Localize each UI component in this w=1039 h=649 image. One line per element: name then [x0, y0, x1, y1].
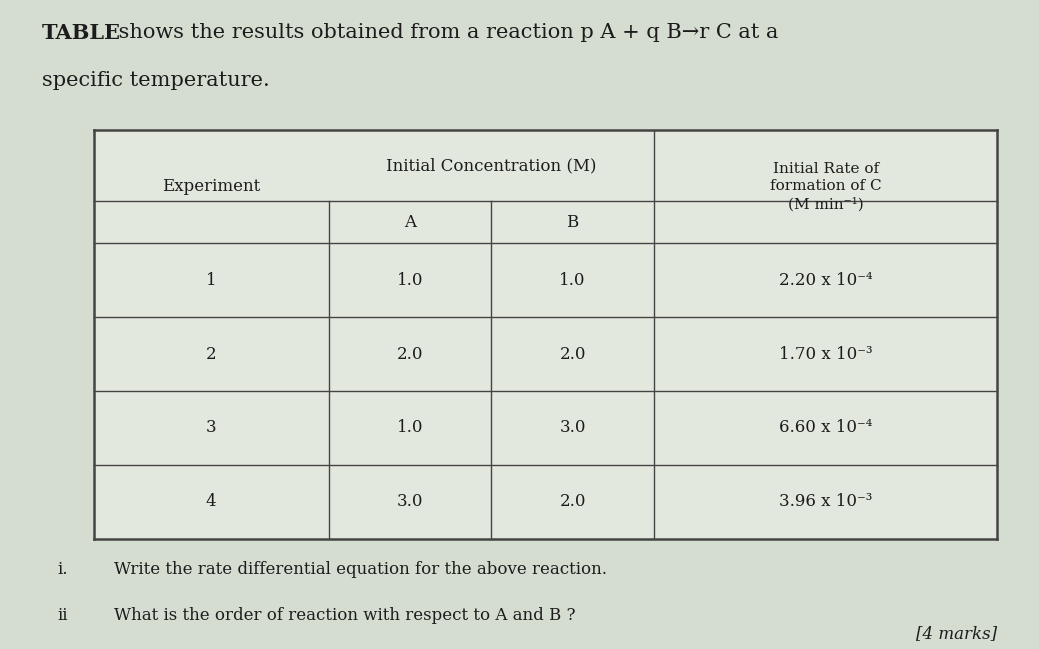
Text: 1.0: 1.0 [397, 419, 423, 436]
Text: 2.0: 2.0 [397, 346, 423, 363]
Text: Initial Concentration (M): Initial Concentration (M) [387, 157, 596, 174]
Text: 2: 2 [206, 346, 216, 363]
Text: What is the order of reaction with respect to A and B ?: What is the order of reaction with respe… [114, 607, 576, 624]
Text: A: A [404, 214, 416, 231]
Text: 1.70 x 10⁻³: 1.70 x 10⁻³ [779, 346, 873, 363]
Text: shows the results obtained from a reaction p A + q B→r C at a: shows the results obtained from a reacti… [112, 23, 778, 42]
Text: 4: 4 [206, 493, 216, 510]
Text: 6.60 x 10⁻⁴: 6.60 x 10⁻⁴ [779, 419, 873, 436]
Text: 1: 1 [206, 272, 216, 289]
Text: specific temperature.: specific temperature. [42, 71, 269, 90]
Text: Experiment: Experiment [162, 178, 260, 195]
Text: 2.20 x 10⁻⁴: 2.20 x 10⁻⁴ [779, 272, 873, 289]
Text: Write the rate differential equation for the above reaction.: Write the rate differential equation for… [114, 561, 607, 578]
Text: i.: i. [57, 561, 68, 578]
Text: 2.0: 2.0 [559, 346, 586, 363]
Text: 3: 3 [206, 419, 216, 436]
Text: [4 marks]: [4 marks] [916, 626, 997, 643]
Text: 3.0: 3.0 [397, 493, 423, 510]
Text: 2.0: 2.0 [559, 493, 586, 510]
Text: ii: ii [57, 607, 68, 624]
Text: Initial Rate of
formation of C
(M min⁻¹): Initial Rate of formation of C (M min⁻¹) [770, 162, 881, 212]
Text: TABLE: TABLE [42, 23, 121, 43]
Text: B: B [566, 214, 579, 231]
Text: 1.0: 1.0 [559, 272, 586, 289]
Text: 3.0: 3.0 [559, 419, 586, 436]
Text: 1.0: 1.0 [397, 272, 423, 289]
Text: 3.96 x 10⁻³: 3.96 x 10⁻³ [779, 493, 873, 510]
